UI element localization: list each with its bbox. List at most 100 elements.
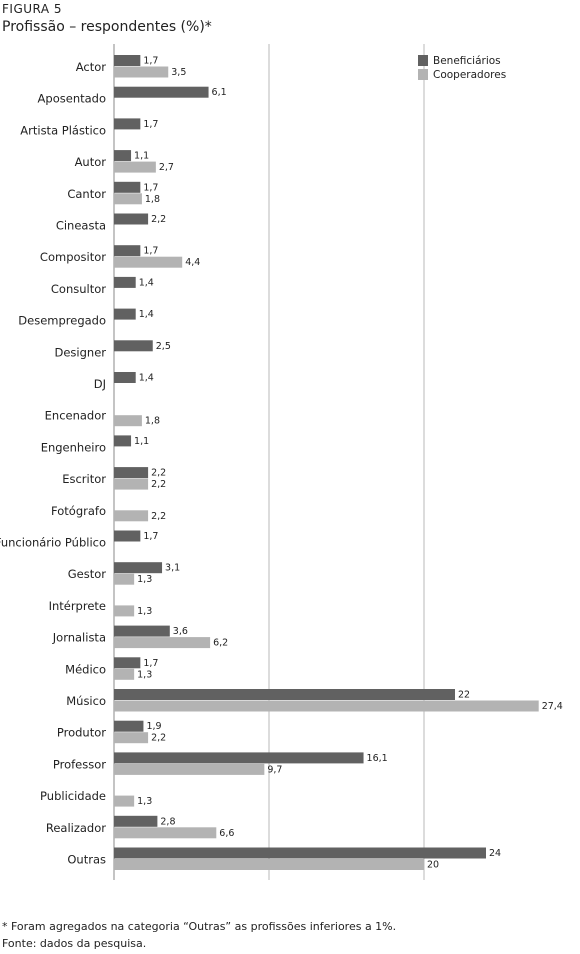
data-label: 4,4 <box>185 257 200 268</box>
data-label: 16,1 <box>367 753 388 764</box>
data-label: 3,6 <box>173 626 188 637</box>
category-label: Compositor <box>40 250 106 264</box>
data-label: 27,4 <box>542 701 563 712</box>
data-label: 1,4 <box>139 277 154 288</box>
category-label: Encenador <box>45 409 107 423</box>
data-label: 2,2 <box>151 214 166 225</box>
data-label: 1,4 <box>139 309 154 320</box>
bar-cooperadores <box>114 732 149 744</box>
bar-beneficiarios <box>114 150 132 162</box>
data-label: 1,3 <box>137 669 152 680</box>
bar-beneficiarios <box>114 467 149 479</box>
data-label: 2,5 <box>156 341 171 352</box>
bar-cooperadores <box>114 510 149 522</box>
category-label: Gestor <box>68 567 107 581</box>
data-label: 1,7 <box>143 182 158 193</box>
category-label: Desempregado <box>18 314 106 328</box>
bar-beneficiarios <box>114 55 141 66</box>
data-label: 1,9 <box>146 721 161 732</box>
data-label: 1,8 <box>145 194 160 205</box>
category-label: Designer <box>54 345 106 359</box>
bar-beneficiarios <box>114 689 455 700</box>
legend-swatch <box>418 55 428 66</box>
category-label: Jornalista <box>52 631 106 645</box>
bar-cooperadores <box>114 700 539 712</box>
data-label: 20 <box>427 860 439 871</box>
bar-beneficiarios <box>114 625 170 637</box>
chart-title: Profissão – respondentes (%)* <box>2 19 212 35</box>
category-label: Intérprete <box>49 599 106 613</box>
bar-cooperadores <box>114 193 142 205</box>
bar-beneficiarios <box>114 118 141 130</box>
data-label: 2,7 <box>159 162 174 173</box>
bar-beneficiarios <box>114 530 141 542</box>
data-label: 6,6 <box>219 828 234 839</box>
category-label: Publicidade <box>40 789 106 803</box>
category-label: Músico <box>66 694 106 708</box>
data-label: 1,3 <box>137 574 152 585</box>
category-label: Cantor <box>67 187 106 201</box>
data-label: 1,4 <box>139 373 154 384</box>
bar-beneficiarios <box>114 276 136 288</box>
bar-cooperadores <box>114 161 156 173</box>
data-label: 1,3 <box>137 606 152 617</box>
category-label: Realizador <box>46 821 106 835</box>
category-label: Consultor <box>51 282 106 296</box>
bar-cooperadores <box>114 66 169 78</box>
bar-beneficiarios <box>114 562 163 574</box>
data-label: 2,2 <box>151 511 166 522</box>
category-label: Engenheiro <box>41 440 106 454</box>
bar-beneficiarios <box>114 657 141 669</box>
data-label: 1,8 <box>145 416 160 427</box>
bar-beneficiarios <box>114 213 149 225</box>
category-label: Actor <box>76 60 107 74</box>
data-label: 1,7 <box>143 531 158 542</box>
data-label: 22 <box>458 690 470 701</box>
category-label: Artista Plástico <box>20 123 106 137</box>
data-label: 1,1 <box>134 151 149 162</box>
category-label: Produtor <box>57 726 106 740</box>
data-label: 1,7 <box>143 658 158 669</box>
legend-swatch <box>418 69 428 80</box>
category-label: Escritor <box>62 472 106 486</box>
figure-label: FIGURA 5 <box>2 2 63 16</box>
bar-cooperadores <box>114 668 135 680</box>
data-label: 9,7 <box>267 764 282 775</box>
category-label: Fotógrafo <box>51 504 106 518</box>
bar-beneficiarios <box>114 86 209 98</box>
category-label: Médico <box>65 662 106 676</box>
data-label: 1,7 <box>143 119 158 130</box>
source-note: Fonte: dados da pesquisa. <box>2 937 147 950</box>
category-label: DJ <box>94 377 106 391</box>
data-label: 2,8 <box>160 816 175 827</box>
data-label: 1,1 <box>134 436 149 447</box>
data-label: 2,2 <box>151 479 166 490</box>
data-label: 1,7 <box>143 246 158 257</box>
category-label: Funcionário Público <box>0 536 106 550</box>
data-label: 3,5 <box>171 67 186 78</box>
category-label: Cineasta <box>56 219 106 233</box>
data-label: 6,1 <box>212 87 227 98</box>
data-label: 3,1 <box>165 563 180 574</box>
bar-cooperadores <box>114 605 135 617</box>
data-label: 1,7 <box>143 56 158 67</box>
data-label: 2,2 <box>151 733 166 744</box>
bar-beneficiarios <box>114 752 364 764</box>
category-label: Aposentado <box>38 92 106 106</box>
bar-beneficiarios <box>114 847 486 859</box>
bar-beneficiarios <box>114 435 132 447</box>
category-label: Outras <box>67 853 106 867</box>
data-label: 2,2 <box>151 468 166 479</box>
bar-cooperadores <box>114 637 211 649</box>
bar-beneficiarios <box>114 815 158 827</box>
legend-label: Beneficiários <box>433 55 501 67</box>
bar-cooperadores <box>114 573 135 585</box>
bar-cooperadores <box>114 763 265 775</box>
legend-label: Cooperadores <box>433 69 506 81</box>
data-label: 6,2 <box>213 638 228 649</box>
category-label: Professor <box>53 757 106 771</box>
bar-cooperadores <box>114 256 183 268</box>
category-label: Autor <box>75 155 107 169</box>
bar-beneficiarios <box>114 308 136 320</box>
